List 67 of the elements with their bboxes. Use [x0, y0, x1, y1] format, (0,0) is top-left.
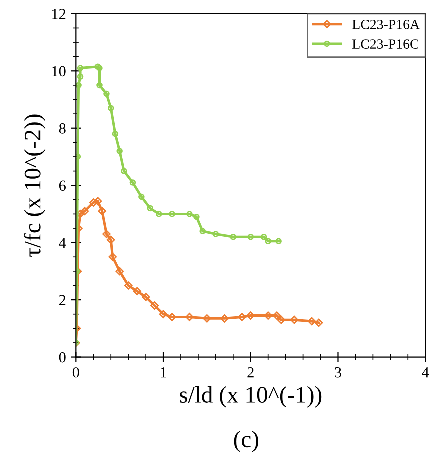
- point: [212, 231, 220, 238]
- y-tick-label: 4: [59, 238, 66, 248]
- point: [102, 230, 111, 238]
- point: [200, 228, 206, 235]
- point: [77, 74, 84, 80]
- y-tick-label: 12: [52, 9, 66, 20]
- point: [264, 312, 272, 320]
- x-tick-label: 4: [422, 368, 430, 378]
- point: [76, 154, 82, 160]
- point: [104, 90, 110, 98]
- point: [147, 205, 154, 212]
- text: (c): [234, 430, 258, 452]
- point: [90, 198, 98, 207]
- y-tick-label: 6: [59, 180, 66, 192]
- point: [265, 238, 272, 245]
- point: [248, 234, 254, 240]
- x-tick-label: 1: [161, 368, 166, 378]
- point: [96, 82, 103, 89]
- point: [277, 316, 286, 324]
- point: [276, 238, 282, 245]
- y-axis-title: τ/fc (x 10^(-2)): [24, 114, 46, 257]
- point: [133, 287, 142, 296]
- point: [168, 313, 176, 322]
- point: [80, 207, 90, 216]
- point: [96, 65, 103, 72]
- point: [106, 236, 116, 244]
- point: [203, 314, 212, 323]
- point: [112, 130, 119, 138]
- point: [156, 211, 162, 218]
- point: [130, 180, 136, 186]
- point: [116, 148, 123, 154]
- x-axis-title: s/ld (x 10^(-1)): [180, 386, 322, 408]
- point: [124, 282, 133, 290]
- point: [98, 207, 106, 216]
- point: [290, 316, 299, 324]
- point: [94, 64, 102, 70]
- point: [159, 310, 168, 318]
- point: [121, 168, 128, 174]
- point: [186, 313, 194, 322]
- x-tick-label: 0: [72, 367, 80, 378]
- point: [138, 194, 145, 200]
- point: [260, 234, 268, 240]
- point: [108, 253, 117, 262]
- point: [220, 314, 229, 323]
- x-tick-label: 2: [248, 367, 254, 378]
- point: [94, 197, 102, 206]
- point: [308, 317, 316, 326]
- point: [77, 65, 84, 72]
- point: [238, 313, 246, 322]
- y-tick-label: 10: [52, 66, 66, 77]
- legend-label: LC23-P16A: [352, 20, 420, 30]
- point: [230, 234, 237, 240]
- point: [150, 302, 159, 310]
- point: [116, 267, 124, 276]
- point: [186, 211, 193, 218]
- x-tick-label: 3: [335, 367, 342, 378]
- legend-label: LC23-P16C: [352, 40, 419, 49]
- line-series: [76, 64, 282, 346]
- point: [314, 318, 324, 328]
- point: [142, 293, 150, 302]
- y-tick-label: 0: [59, 352, 66, 363]
- point: [76, 82, 82, 89]
- point: [108, 105, 114, 112]
- point: [169, 211, 176, 218]
- y-tick-label: 8: [59, 124, 66, 134]
- point: [194, 214, 200, 220]
- y-tick-label: 2: [59, 295, 66, 306]
